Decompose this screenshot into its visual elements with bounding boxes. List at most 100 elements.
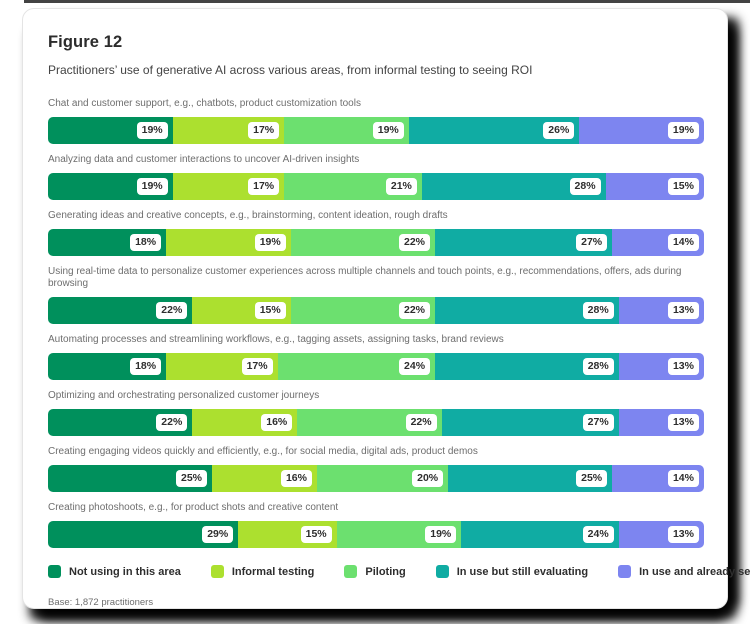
bar-segment-1: 19% (48, 117, 173, 144)
value-chip: 28% (582, 358, 614, 375)
bar-label: Using real-time data to personalize cust… (48, 266, 682, 289)
value-chip: 15% (667, 178, 699, 195)
legend-item: Not using in this area (48, 565, 181, 578)
legend-label: Not using in this area (69, 565, 181, 578)
value-chip: 13% (667, 302, 699, 319)
value-chip: 13% (667, 414, 699, 431)
legend: Not using in this area Informal testing Pi… (48, 565, 750, 578)
value-chip: 27% (576, 234, 608, 251)
bar-segment-1: 19% (48, 173, 173, 200)
value-chip: 14% (667, 234, 699, 251)
chart-row: Generating ideas and creative concepts, … (48, 210, 704, 256)
legend-item: In use and already seeing ROI (618, 565, 750, 578)
bar-segment-5: 14% (612, 229, 704, 256)
stacked-bar: 25% 16% 20% 25% 14% (48, 465, 704, 492)
value-chip: 17% (248, 122, 280, 139)
value-chip: 19% (372, 122, 404, 139)
bar-segment-2: 16% (192, 409, 298, 436)
stacked-bar: 29% 15% 19% 24% 13% (48, 521, 704, 548)
legend-label: In use and already seeing ROI (639, 565, 750, 578)
legend-label: Piloting (365, 565, 406, 578)
base-note: Base: 1,872 practitioners (48, 597, 154, 608)
legend-swatch-icon (48, 565, 61, 578)
value-chip: 19% (667, 122, 699, 139)
value-chip: 13% (667, 358, 699, 375)
bar-segment-2: 19% (166, 229, 291, 256)
bar-segment-3: 22% (290, 229, 436, 256)
bar-segment-3: 19% (284, 117, 409, 144)
bar-segment-5: 13% (618, 297, 704, 324)
bar-segment-4: 27% (435, 229, 613, 256)
value-chip: 13% (667, 526, 699, 543)
bar-segment-4: 24% (461, 521, 619, 548)
value-chip: 20% (412, 470, 444, 487)
value-chip: 22% (156, 302, 188, 319)
value-chip: 25% (576, 470, 608, 487)
bar-segment-2: 15% (238, 521, 337, 548)
figure-subtitle: Practitioners’ use of generative AI acro… (48, 63, 533, 77)
bar-segment-3: 21% (284, 173, 422, 200)
crop-edge-artifact (24, 0, 750, 3)
value-chip: 18% (130, 234, 162, 251)
value-chip: 26% (543, 122, 575, 139)
bar-segment-5: 15% (605, 173, 704, 200)
bar-segment-5: 14% (612, 465, 704, 492)
stacked-bar: 18% 19% 22% 27% 14% (48, 229, 704, 256)
chart-row: Creating engaging videos quickly and eff… (48, 446, 704, 492)
legend-item: In use but still evaluating (435, 565, 589, 578)
value-chip: 22% (399, 234, 431, 251)
value-chip: 17% (241, 358, 273, 375)
figure-card: Figure 12 Practitioners’ use of generati… (22, 8, 750, 609)
legend-swatch-icon (344, 565, 358, 578)
stacked-bar: 19% 17% 19% 26% 19% (48, 117, 704, 144)
bar-segment-2: 15% (192, 297, 291, 324)
bar-segment-1: 25% (48, 465, 212, 492)
bar-label: Analyzing data and customer interactions… (48, 154, 360, 165)
bar-segment-4: 28% (435, 297, 619, 324)
value-chip: 28% (569, 178, 601, 195)
bar-segment-4: 27% (441, 409, 619, 436)
bar-segment-3: 22% (297, 409, 442, 436)
value-chip: 27% (582, 414, 614, 431)
bar-segment-1: 29% (48, 521, 239, 548)
bar-segment-4: 26% (408, 117, 580, 144)
value-chip: 19% (425, 526, 457, 543)
chart-row: Optimizing and orchestrating personalize… (48, 390, 704, 436)
bar-segment-5: 13% (618, 521, 704, 548)
legend-swatch-icon (435, 565, 449, 578)
value-chip: 22% (156, 414, 188, 431)
legend-item: Piloting (344, 565, 406, 578)
legend-label: In use but still evaluating (456, 565, 589, 578)
stacked-bar: 19% 17% 21% 28% 15% (48, 173, 704, 200)
legend-swatch-icon (210, 565, 224, 578)
bar-segment-3: 19% (336, 521, 462, 548)
bar-segment-1: 18% (48, 229, 167, 256)
bar-label: Automating processes and streamlining wo… (48, 334, 504, 345)
stacked-bar: 22% 16% 22% 27% 13% (48, 409, 704, 436)
bar-segment-3: 20% (316, 465, 449, 492)
bar-segment-5: 19% (579, 117, 704, 144)
value-chip: 22% (405, 414, 437, 431)
chart-row: Creating photoshoots, e.g., for product … (48, 502, 704, 548)
bar-label: Creating photoshoots, e.g., for product … (48, 502, 339, 513)
value-chip: 24% (582, 526, 614, 543)
value-chip: 15% (300, 526, 332, 543)
chart-row: Automating processes and streamlining wo… (48, 334, 704, 380)
bar-segment-5: 13% (618, 353, 704, 380)
bar-segment-2: 17% (172, 117, 285, 144)
chart-row: Analyzing data and customer interactions… (48, 154, 704, 200)
bar-segment-2: 16% (212, 465, 317, 492)
bar-segment-1: 22% (48, 409, 193, 436)
legend-label: Informal testing (231, 565, 315, 578)
bar-segment-4: 28% (421, 173, 606, 200)
value-chip: 28% (582, 302, 614, 319)
bar-segment-5: 13% (618, 409, 704, 436)
legend-item: Informal testing (210, 565, 315, 578)
bar-segment-2: 17% (172, 173, 285, 200)
value-chip: 17% (248, 178, 280, 195)
chart-row: Using real-time data to personalize cust… (48, 266, 704, 324)
value-chip: 16% (261, 414, 293, 431)
value-chip: 25% (175, 470, 207, 487)
value-chip: 18% (130, 358, 162, 375)
bar-segment-2: 17% (166, 353, 278, 380)
